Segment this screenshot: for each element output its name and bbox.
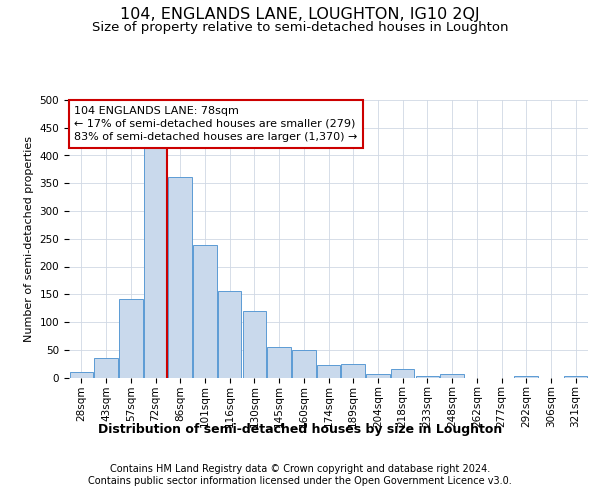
Bar xyxy=(416,376,439,378)
Bar xyxy=(391,369,415,378)
Text: Contains public sector information licensed under the Open Government Licence v3: Contains public sector information licen… xyxy=(88,476,512,486)
Bar xyxy=(119,298,143,378)
Bar xyxy=(218,291,241,378)
Bar xyxy=(94,358,118,378)
Text: Distribution of semi-detached houses by size in Loughton: Distribution of semi-detached houses by … xyxy=(98,422,502,436)
Bar xyxy=(564,376,587,378)
Y-axis label: Number of semi-detached properties: Number of semi-detached properties xyxy=(24,136,34,342)
Bar xyxy=(341,364,365,378)
Bar xyxy=(440,374,464,378)
Text: Contains HM Land Registry data © Crown copyright and database right 2024.: Contains HM Land Registry data © Crown c… xyxy=(110,464,490,474)
Bar xyxy=(242,312,266,378)
Bar xyxy=(317,364,340,378)
Bar xyxy=(70,372,93,378)
Bar xyxy=(169,176,192,378)
Bar xyxy=(514,376,538,378)
Bar xyxy=(366,374,389,378)
Text: Size of property relative to semi-detached houses in Loughton: Size of property relative to semi-detach… xyxy=(92,22,508,35)
Bar xyxy=(292,350,316,378)
Bar xyxy=(193,246,217,378)
Bar xyxy=(268,347,291,378)
Text: 104 ENGLANDS LANE: 78sqm
← 17% of semi-detached houses are smaller (279)
83% of : 104 ENGLANDS LANE: 78sqm ← 17% of semi-d… xyxy=(74,106,358,142)
Bar xyxy=(144,146,167,378)
Text: 104, ENGLANDS LANE, LOUGHTON, IG10 2QJ: 104, ENGLANDS LANE, LOUGHTON, IG10 2QJ xyxy=(120,8,480,22)
